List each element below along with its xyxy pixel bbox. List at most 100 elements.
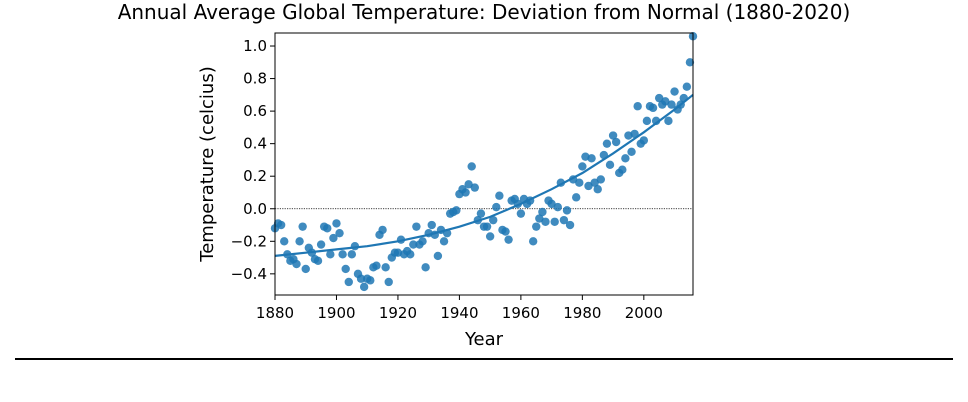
data-point [344, 277, 353, 287]
data-point [323, 224, 332, 233]
data-point [565, 220, 575, 230]
data-point [421, 263, 430, 272]
data-point [276, 220, 286, 230]
data-point [347, 250, 357, 259]
y-tick-label: 0.8 [243, 70, 267, 88]
data-point [476, 209, 486, 218]
x-tick-label: 1940 [440, 304, 478, 322]
y-tick-label: −0.4 [231, 265, 267, 283]
data-point [654, 93, 664, 103]
y-tick-label: 0.2 [243, 167, 267, 185]
data-point [485, 232, 495, 241]
data-point [535, 214, 544, 223]
plot-frame [274, 32, 694, 296]
data-point [547, 199, 556, 209]
x-tick-label: 1980 [563, 304, 601, 322]
trend-line [274, 93, 694, 257]
data-point [409, 240, 418, 249]
data-point [648, 103, 658, 113]
y-tick-label: −0.2 [231, 232, 267, 250]
data-point [292, 259, 301, 269]
divider-line [15, 358, 953, 360]
y-tick-label: 1.0 [243, 37, 267, 55]
data-point [627, 147, 636, 156]
data-point [553, 202, 562, 212]
data-point [489, 215, 498, 225]
x-tick-label: 1900 [317, 304, 355, 322]
data-point [584, 181, 593, 191]
data-point [578, 162, 587, 171]
data-point [590, 178, 599, 187]
data-point [295, 237, 304, 246]
data-point [341, 264, 350, 274]
data-point [316, 240, 326, 249]
data-point [359, 282, 369, 292]
chart-title: Annual Average Global Temperature: Devia… [117, 0, 851, 24]
data-point [596, 175, 605, 184]
data-point [661, 97, 670, 106]
data-point [667, 100, 676, 109]
data-point [562, 206, 572, 215]
x-tick-label: 1960 [502, 304, 540, 322]
data-point [608, 131, 618, 140]
data-point [605, 160, 615, 170]
data-point [384, 277, 393, 287]
data-point [501, 227, 510, 236]
data-point [467, 162, 476, 171]
data-point [593, 185, 602, 194]
data-point [670, 87, 679, 96]
x-tick-label: 2000 [625, 304, 663, 322]
data-point [621, 154, 630, 163]
data-point [682, 82, 692, 91]
data-point [528, 237, 538, 246]
data-point [298, 222, 307, 231]
data-point [642, 116, 652, 126]
data-point [664, 116, 673, 126]
data-point [492, 202, 501, 212]
data-point [587, 154, 596, 163]
data-point [378, 225, 387, 235]
x-axis: 1880 1900 1920 1940 1960 1980 2000 [256, 295, 663, 322]
data-point [313, 256, 323, 266]
data-point [639, 136, 649, 145]
y-tick-label: 0.6 [243, 102, 267, 120]
data-point [461, 188, 470, 197]
data-point [532, 222, 541, 231]
x-tick-label: 1880 [256, 304, 294, 322]
data-point [427, 220, 436, 230]
y-axis-label: Temperature (celcius) [197, 66, 218, 262]
data-point [618, 165, 627, 174]
data-point [575, 178, 584, 187]
y-tick-label: 0.4 [243, 135, 267, 153]
data-point [406, 250, 415, 259]
y-axis: −0.4 −0.2 0.0 0.2 0.4 0.6 0.8 1.0 [231, 37, 275, 283]
y-tick-label: 0.0 [243, 200, 267, 218]
data-point [685, 58, 695, 67]
data-point [356, 274, 366, 283]
data-point [611, 137, 621, 147]
data-point [559, 215, 569, 225]
data-point [335, 228, 344, 238]
data-point [452, 206, 461, 215]
x-axis-label: Year [464, 329, 504, 350]
data-point [495, 191, 504, 200]
data-point [329, 233, 338, 243]
data-point [381, 263, 390, 272]
data-point [372, 261, 381, 270]
data-point [433, 251, 443, 261]
x-tick-label: 1920 [379, 304, 417, 322]
data-point [572, 193, 581, 202]
data-point [541, 217, 550, 226]
data-point [464, 180, 473, 189]
data-point [439, 237, 449, 246]
data-point [326, 250, 335, 259]
data-point [280, 237, 289, 246]
data-point [338, 250, 347, 259]
data-point [366, 276, 375, 285]
data-point [538, 207, 547, 217]
data-point [418, 237, 427, 246]
data-point [332, 219, 341, 228]
data-point [550, 217, 559, 226]
data-point [470, 183, 479, 192]
